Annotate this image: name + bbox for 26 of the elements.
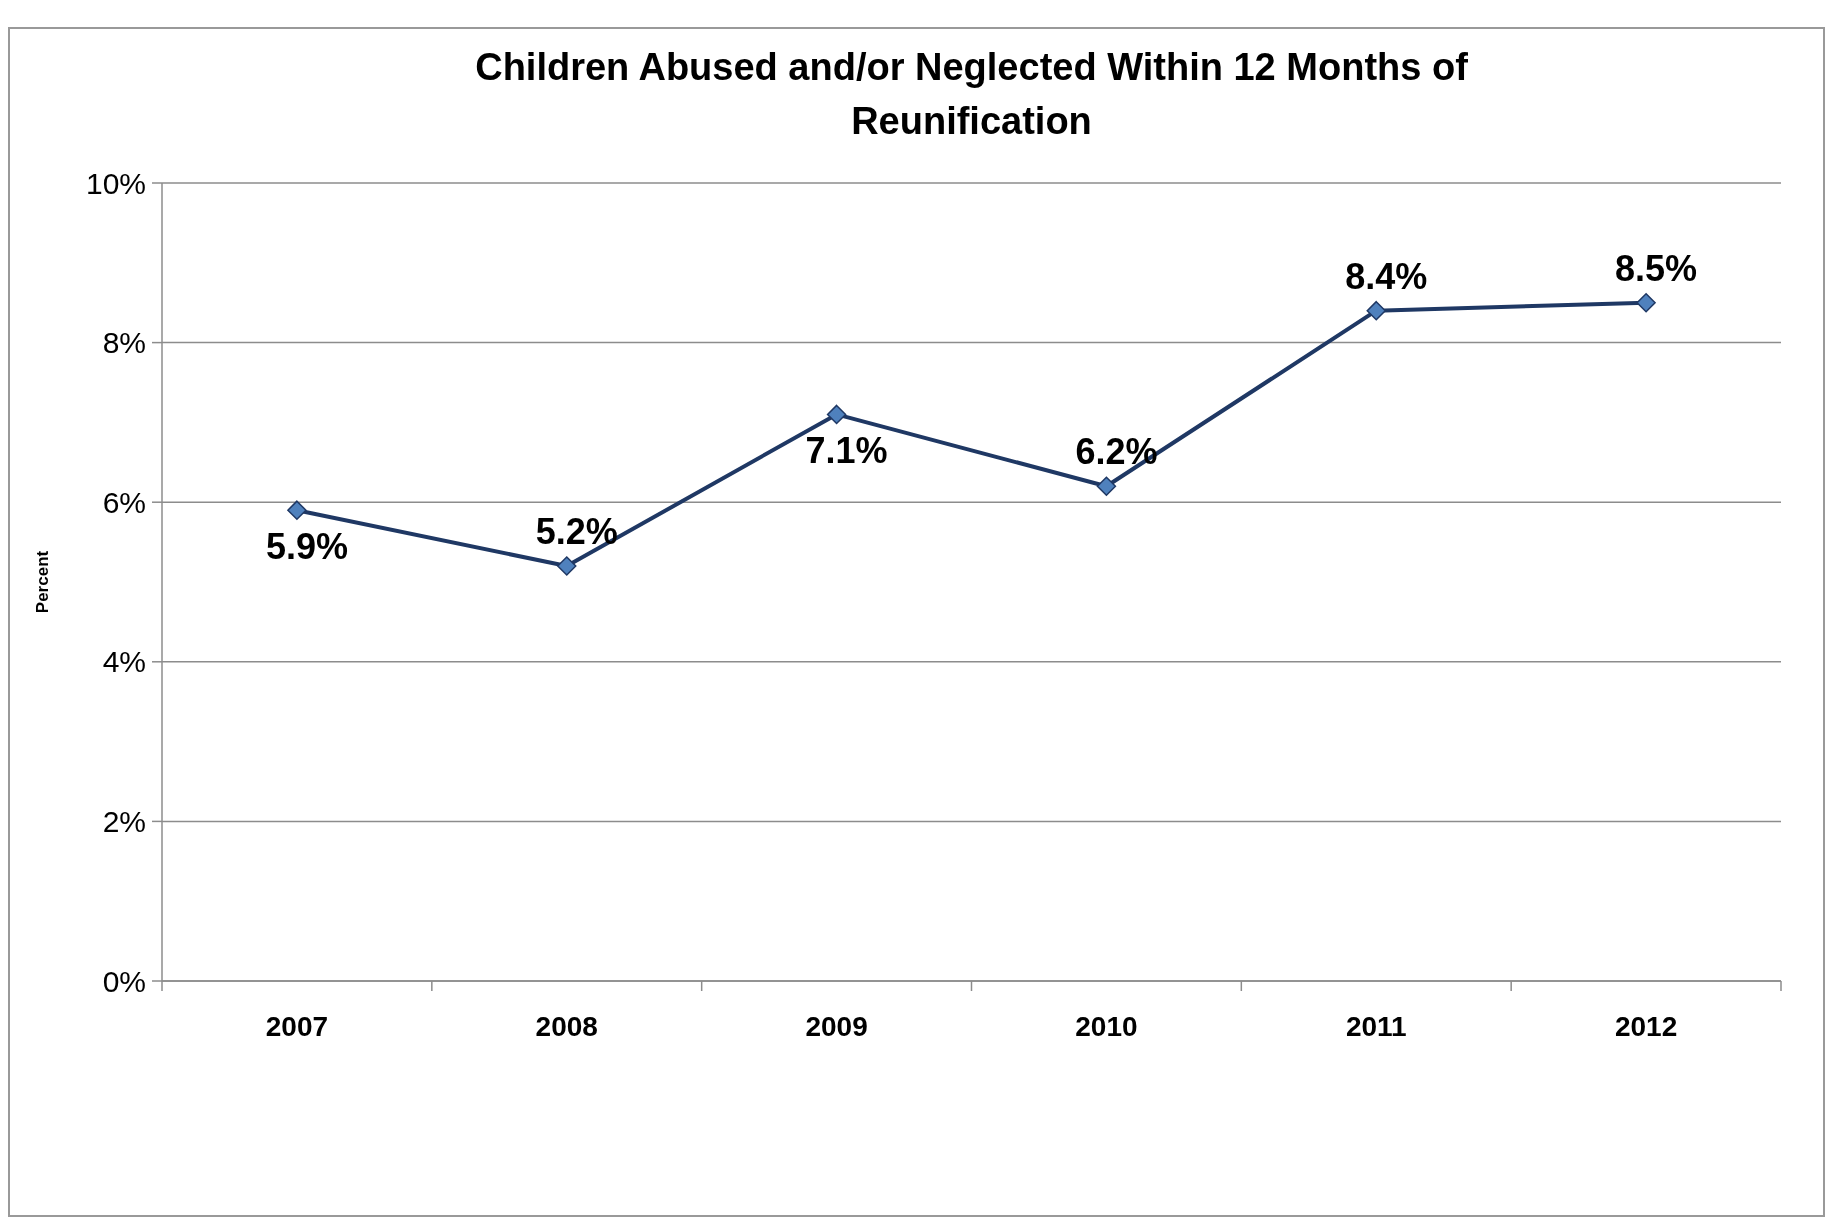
data-label: 5.9% (265, 525, 348, 567)
x-tick-label: 2009 (805, 1011, 868, 1042)
point (826, 404, 847, 425)
y-tick-label: 10% (85, 166, 146, 200)
point (557, 556, 577, 576)
y-tick-label: 0% (102, 964, 146, 998)
data-label: 8.5% (1615, 247, 1698, 289)
x-tick-label: 2008 (535, 1011, 598, 1042)
x-tick-label: 2011 (1345, 1011, 1407, 1042)
data-label: 7.1% (805, 430, 888, 472)
y-tick-label: 8% (102, 326, 146, 360)
y-tick-label: 4% (102, 645, 146, 679)
point (1636, 292, 1656, 313)
point (1366, 300, 1386, 321)
y-tick-label: 2% (102, 804, 146, 838)
data-label: 5.2% (535, 511, 618, 553)
x-tick-label: 2010 (1075, 1011, 1138, 1042)
data-label: 8.4% (1345, 255, 1428, 297)
y-axis-title: Percent (33, 550, 52, 614)
point (287, 500, 307, 520)
point (1096, 476, 1117, 496)
data-label: 6.2% (1075, 431, 1158, 473)
x-tick-label: 2007 (265, 1011, 329, 1042)
x-tick-label: 2012 (1614, 1011, 1678, 1042)
chart-title: Children Abused and/or Neglected Within 12 Months of Reunification (475, 46, 1469, 142)
y-tick-label: 6% (102, 485, 146, 519)
